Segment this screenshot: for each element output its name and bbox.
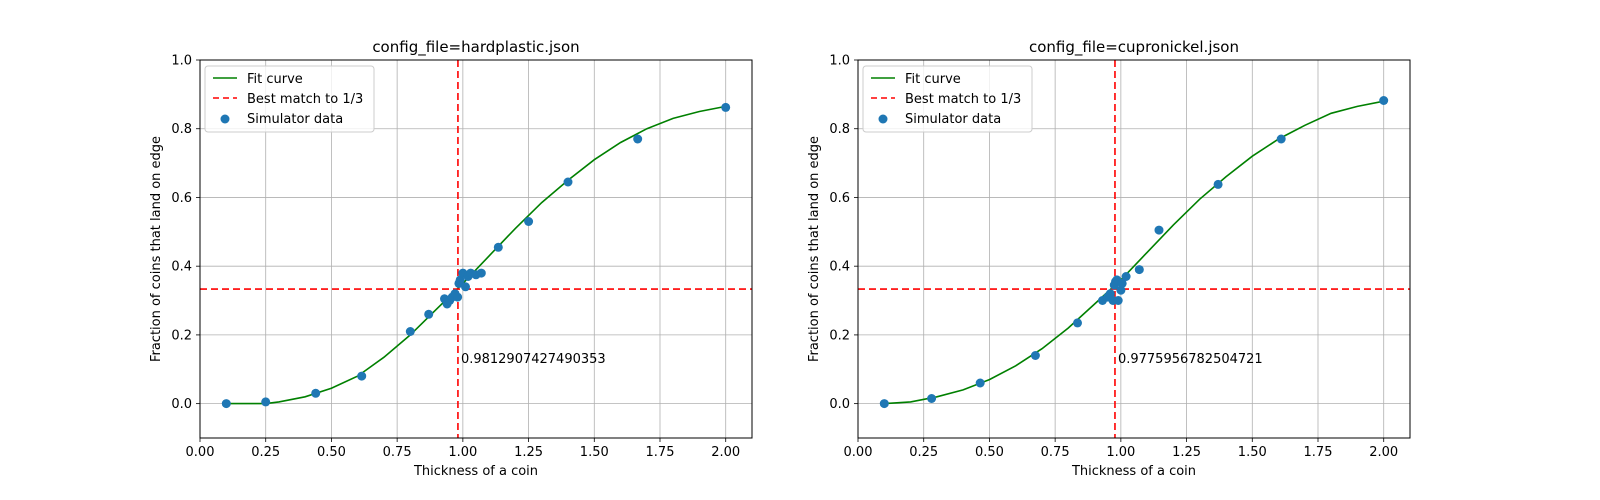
y-tick-label: 0.0: [829, 397, 850, 412]
x-axis-label: Thickness of a coin: [1071, 464, 1196, 479]
simulator-data-point: [1134, 265, 1144, 275]
x-ticks: 0.00 0.25 0.50 0.75 1.00 1.25 1.50 1.75 2.00: [844, 438, 1398, 460]
x-ticks: 0.00 0.25 0.50 0.75 1.00 1.25 1.50 1.75 2.00: [186, 438, 740, 460]
legend-fit-curve-label: Fit curve: [905, 72, 961, 87]
y-tick-label: 1.0: [171, 54, 192, 69]
legend: Fit curve Best match to 1/3 Simulator da…: [204, 65, 375, 133]
chart-title: config_file=cupronickel.json: [1029, 38, 1239, 57]
y-tick-label: 0.6: [171, 191, 192, 206]
simulator-data-point: [1379, 96, 1389, 105]
y-tick-label: 0.2: [829, 328, 850, 343]
fit-curve-line: [884, 100, 1384, 405]
x-tick-label: 1.00: [1106, 445, 1135, 460]
chart-title: config_file=hardplastic.json: [372, 38, 579, 57]
best-match-annotation: 0.9812907427490353: [461, 352, 606, 367]
x-tick-label: 0.50: [317, 445, 346, 460]
legend-simulator-data-label: Simulator data: [247, 112, 343, 127]
plot-frame: [199, 59, 753, 439]
legend-fit-curve-label: Fit curve: [247, 72, 303, 87]
legend-simulator-data-swatch: [220, 114, 230, 124]
simulator-data-point: [261, 397, 271, 407]
x-tick-label: 1.50: [1238, 445, 1267, 460]
y-axis-label: Fraction of coins that land on edge: [807, 136, 822, 362]
y-tick-label: 0.8: [829, 122, 850, 137]
simulator-data-point: [1117, 278, 1127, 288]
simulator-data-point: [1113, 296, 1123, 305]
simulator-data-point: [1213, 179, 1223, 189]
x-tick-label: 1.25: [1172, 445, 1201, 460]
x-tick-label: 2.00: [1369, 445, 1398, 460]
simulator-data-point: [221, 399, 231, 409]
x-tick-label: 1.50: [580, 445, 609, 460]
x-tick-label: 1.75: [1304, 445, 1333, 460]
simulator-data-point: [927, 394, 937, 403]
simulator-data-point: [633, 134, 643, 144]
legend-best-match-label: Best match to 1/3: [905, 92, 1021, 107]
simulator-data-point: [1105, 289, 1115, 299]
chart-cupronickel: config_file=cupronickel.json 0.00 0.25 0.5…: [807, 38, 1411, 479]
simulator-data-point: [455, 275, 465, 285]
plot-frame: [857, 59, 1411, 439]
x-tick-label: 0.25: [251, 445, 280, 460]
x-tick-label: 1.25: [514, 445, 543, 460]
simulator-data-point: [563, 177, 573, 187]
simulator-data-point: [476, 268, 486, 278]
simulator-data-point: [311, 388, 321, 398]
simulator-data-point: [1121, 272, 1131, 281]
y-ticks: 0.0 0.2 0.4 0.6 0.8 1.0: [171, 54, 200, 412]
best-match-annotation: 0.9775956782504721: [1118, 352, 1263, 367]
simulator-data-point: [721, 102, 731, 112]
x-axis-label: Thickness of a coin: [413, 464, 538, 479]
legend-simulator-data-label: Simulator data: [905, 112, 1001, 127]
simulator-data-point: [975, 378, 985, 388]
best-match-layer: [858, 60, 1410, 438]
simulator-data-layer: [879, 96, 1389, 409]
legend-box: [862, 65, 1033, 133]
y-tick-label: 0.2: [171, 328, 192, 343]
simulator-data-point: [405, 327, 415, 336]
y-tick-label: 0.8: [171, 122, 192, 137]
simulator-data-layer: [221, 102, 731, 409]
simulator-data-point: [424, 309, 434, 319]
chart-hardplastic: config_file=hardplastic.json 0.00 0.25 0.5…: [149, 38, 753, 479]
x-tick-label: 0.00: [186, 445, 215, 460]
x-tick-label: 1.75: [646, 445, 675, 460]
legend-box: [204, 65, 375, 133]
y-ticks: 0.0 0.2 0.4 0.6 0.8 1.0: [829, 54, 858, 412]
simulator-data-point: [453, 292, 463, 302]
x-tick-label: 0.50: [975, 445, 1004, 460]
simulator-data-point: [357, 371, 367, 381]
y-tick-label: 1.0: [829, 54, 850, 69]
simulator-data-point: [1154, 225, 1164, 235]
simulator-data-point: [493, 242, 503, 252]
simulator-data-point: [1073, 318, 1082, 328]
x-tick-label: 0.25: [909, 445, 938, 460]
y-tick-label: 0.0: [171, 397, 192, 412]
y-tick-label: 0.4: [829, 260, 850, 275]
simulator-data-point: [1276, 134, 1286, 144]
x-tick-label: 0.00: [844, 445, 873, 460]
simulator-data-point: [524, 217, 534, 226]
simulator-data-point: [1030, 351, 1040, 360]
legend-best-match-label: Best match to 1/3: [247, 92, 363, 107]
legend-simulator-data-swatch: [878, 114, 888, 124]
y-tick-label: 0.4: [171, 260, 192, 275]
simulator-data-point: [461, 282, 470, 292]
x-tick-label: 2.00: [711, 445, 740, 460]
x-tick-label: 1.00: [448, 445, 477, 460]
best-match-layer: [200, 60, 752, 438]
x-tick-label: 0.75: [1041, 445, 1070, 460]
simulator-data-point: [879, 399, 889, 409]
y-tick-label: 0.6: [829, 191, 850, 206]
fit-curve-layer: [884, 100, 1384, 405]
simulator-data-point: [1116, 285, 1126, 295]
x-tick-label: 0.75: [383, 445, 412, 460]
y-axis-label: Fraction of coins that land on edge: [149, 136, 164, 362]
legend: Fit curve Best match to 1/3 Simulator da…: [862, 65, 1033, 133]
grid: [199, 59, 752, 438]
